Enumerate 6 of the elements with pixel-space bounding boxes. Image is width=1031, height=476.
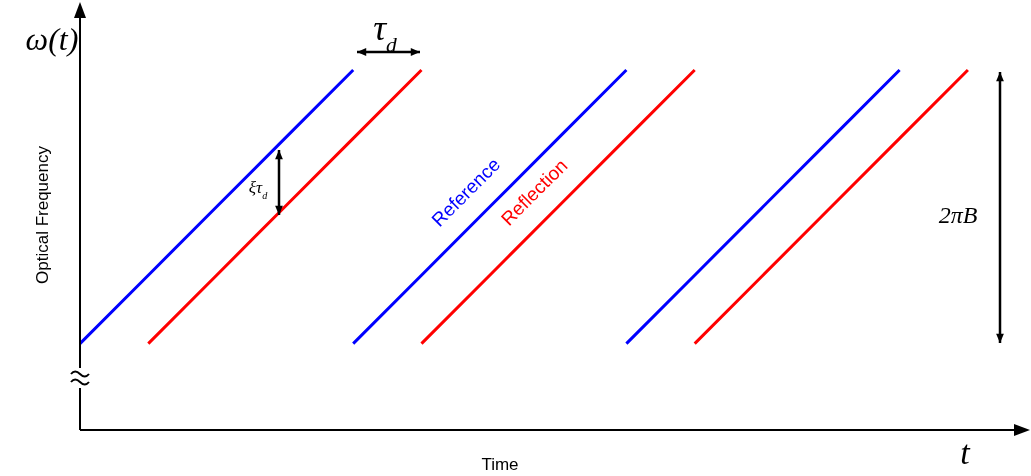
text: ω(t) (25, 21, 79, 57)
text: t (960, 434, 972, 471)
annotation: 2πB (938, 202, 978, 228)
x-axis-title: Time (481, 455, 519, 474)
y-axis-title: Optical Frequency (33, 145, 52, 284)
annotation: ξτ$_{d}$ (248, 178, 269, 201)
